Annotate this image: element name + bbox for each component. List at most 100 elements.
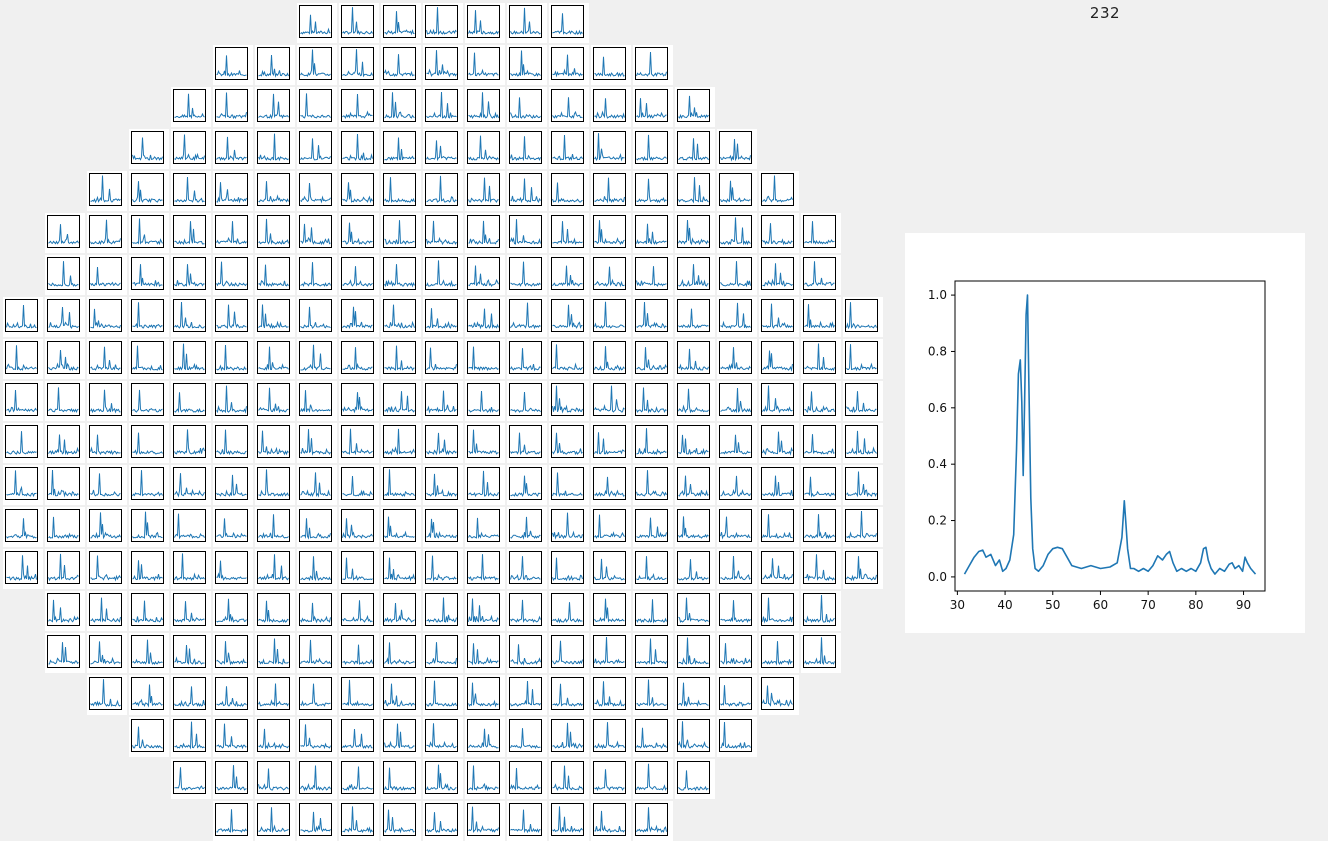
spectrum-thumbnail[interactable]	[3, 339, 43, 379]
spectrum-thumbnail[interactable]	[591, 801, 631, 841]
spectrum-thumbnail[interactable]	[381, 633, 421, 673]
spectrum-thumbnail[interactable]	[87, 339, 127, 379]
spectrum-thumbnail[interactable]	[297, 465, 337, 505]
spectrum-thumbnail[interactable]	[843, 465, 883, 505]
spectrum-thumbnail[interactable]	[507, 45, 547, 85]
spectrum-thumbnail[interactable]	[549, 3, 589, 43]
spectrum-thumbnail[interactable]	[381, 717, 421, 757]
spectrum-thumbnail[interactable]	[423, 801, 463, 841]
spectrum-thumbnail[interactable]	[213, 255, 253, 295]
spectrum-thumbnail[interactable]	[339, 45, 379, 85]
spectrum-thumbnail[interactable]	[465, 675, 505, 715]
spectrum-thumbnail[interactable]	[297, 381, 337, 421]
spectrum-thumbnail[interactable]	[171, 87, 211, 127]
spectrum-thumbnail[interactable]	[423, 3, 463, 43]
spectrum-thumbnail[interactable]	[549, 339, 589, 379]
spectrum-thumbnail[interactable]	[591, 171, 631, 211]
spectrum-thumbnail[interactable]	[381, 465, 421, 505]
spectrum-thumbnail[interactable]	[423, 381, 463, 421]
spectrum-thumbnail[interactable]	[507, 381, 547, 421]
spectrum-thumbnail[interactable]	[465, 339, 505, 379]
spectrum-thumbnail[interactable]	[507, 717, 547, 757]
spectrum-thumbnail[interactable]	[45, 213, 85, 253]
spectrum-thumbnail[interactable]	[255, 717, 295, 757]
spectrum-thumbnail[interactable]	[297, 717, 337, 757]
spectrum-thumbnail[interactable]	[129, 507, 169, 547]
spectrum-thumbnail[interactable]	[423, 129, 463, 169]
spectrum-thumbnail[interactable]	[633, 591, 673, 631]
spectrum-thumbnail[interactable]	[675, 381, 715, 421]
spectrum-thumbnail[interactable]	[339, 633, 379, 673]
spectrum-thumbnail[interactable]	[549, 171, 589, 211]
spectrum-thumbnail[interactable]	[717, 129, 757, 169]
spectrum-thumbnail[interactable]	[759, 297, 799, 337]
spectrum-thumbnail[interactable]	[171, 213, 211, 253]
spectrum-thumbnail[interactable]	[171, 171, 211, 211]
spectrum-thumbnail[interactable]	[591, 381, 631, 421]
spectrum-thumbnail[interactable]	[213, 591, 253, 631]
spectrum-thumbnail[interactable]	[633, 423, 673, 463]
spectrum-thumbnail[interactable]	[171, 675, 211, 715]
spectrum-thumbnail[interactable]	[801, 213, 841, 253]
spectrum-thumbnail[interactable]	[171, 591, 211, 631]
spectrum-thumbnail[interactable]	[87, 549, 127, 589]
spectrum-thumbnail[interactable]	[843, 297, 883, 337]
spectrum-thumbnail[interactable]	[591, 633, 631, 673]
spectrum-thumbnail[interactable]	[591, 717, 631, 757]
spectrum-thumbnail[interactable]	[339, 759, 379, 799]
spectrum-thumbnail[interactable]	[549, 591, 589, 631]
spectrum-thumbnail[interactable]	[717, 591, 757, 631]
spectrum-thumbnail[interactable]	[297, 507, 337, 547]
spectrum-thumbnail[interactable]	[381, 759, 421, 799]
spectrum-thumbnail[interactable]	[759, 633, 799, 673]
spectrum-thumbnail[interactable]	[255, 759, 295, 799]
spectrum-thumbnail[interactable]	[591, 339, 631, 379]
spectrum-thumbnail[interactable]	[549, 255, 589, 295]
spectrum-thumbnail[interactable]	[423, 297, 463, 337]
spectrum-thumbnail[interactable]	[297, 129, 337, 169]
spectrum-thumbnail[interactable]	[759, 255, 799, 295]
spectrum-thumbnail[interactable]	[423, 507, 463, 547]
spectrum-thumbnail[interactable]	[339, 213, 379, 253]
spectrum-thumbnail[interactable]	[465, 255, 505, 295]
spectrum-thumbnail[interactable]	[675, 591, 715, 631]
spectrum-thumbnail[interactable]	[255, 171, 295, 211]
spectrum-thumbnail[interactable]	[129, 213, 169, 253]
spectrum-thumbnail[interactable]	[45, 591, 85, 631]
spectrum-thumbnail[interactable]	[465, 297, 505, 337]
spectrum-thumbnail[interactable]	[843, 549, 883, 589]
spectrum-thumbnail[interactable]	[843, 339, 883, 379]
spectrum-thumbnail[interactable]	[591, 423, 631, 463]
spectrum-thumbnail[interactable]	[45, 507, 85, 547]
spectrum-thumbnail[interactable]	[129, 465, 169, 505]
spectrum-thumbnail[interactable]	[297, 213, 337, 253]
spectrum-thumbnail[interactable]	[213, 507, 253, 547]
spectrum-thumbnail[interactable]	[339, 465, 379, 505]
spectrum-thumbnail[interactable]	[549, 549, 589, 589]
spectrum-thumbnail[interactable]	[255, 423, 295, 463]
spectrum-thumbnail[interactable]	[45, 423, 85, 463]
spectrum-thumbnail[interactable]	[87, 381, 127, 421]
spectrum-thumbnail[interactable]	[129, 717, 169, 757]
spectrum-thumbnail[interactable]	[759, 339, 799, 379]
spectrum-thumbnail[interactable]	[717, 675, 757, 715]
spectrum-thumbnail[interactable]	[717, 339, 757, 379]
spectrum-thumbnail[interactable]	[255, 45, 295, 85]
spectrum-thumbnail[interactable]	[465, 171, 505, 211]
spectrum-thumbnail[interactable]	[507, 339, 547, 379]
spectrum-thumbnail[interactable]	[591, 45, 631, 85]
spectrum-thumbnail[interactable]	[675, 633, 715, 673]
spectrum-thumbnail[interactable]	[45, 297, 85, 337]
spectrum-thumbnail[interactable]	[843, 423, 883, 463]
spectrum-thumbnail[interactable]	[591, 675, 631, 715]
spectrum-thumbnail[interactable]	[675, 129, 715, 169]
spectrum-thumbnail[interactable]	[87, 633, 127, 673]
spectrum-thumbnail[interactable]	[717, 423, 757, 463]
spectrum-thumbnail[interactable]	[507, 549, 547, 589]
spectrum-thumbnail[interactable]	[507, 423, 547, 463]
spectrum-thumbnail[interactable]	[801, 591, 841, 631]
spectrum-thumbnail[interactable]	[255, 381, 295, 421]
spectrum-thumbnail[interactable]	[297, 255, 337, 295]
spectrum-thumbnail[interactable]	[129, 129, 169, 169]
spectrum-thumbnail[interactable]	[255, 339, 295, 379]
